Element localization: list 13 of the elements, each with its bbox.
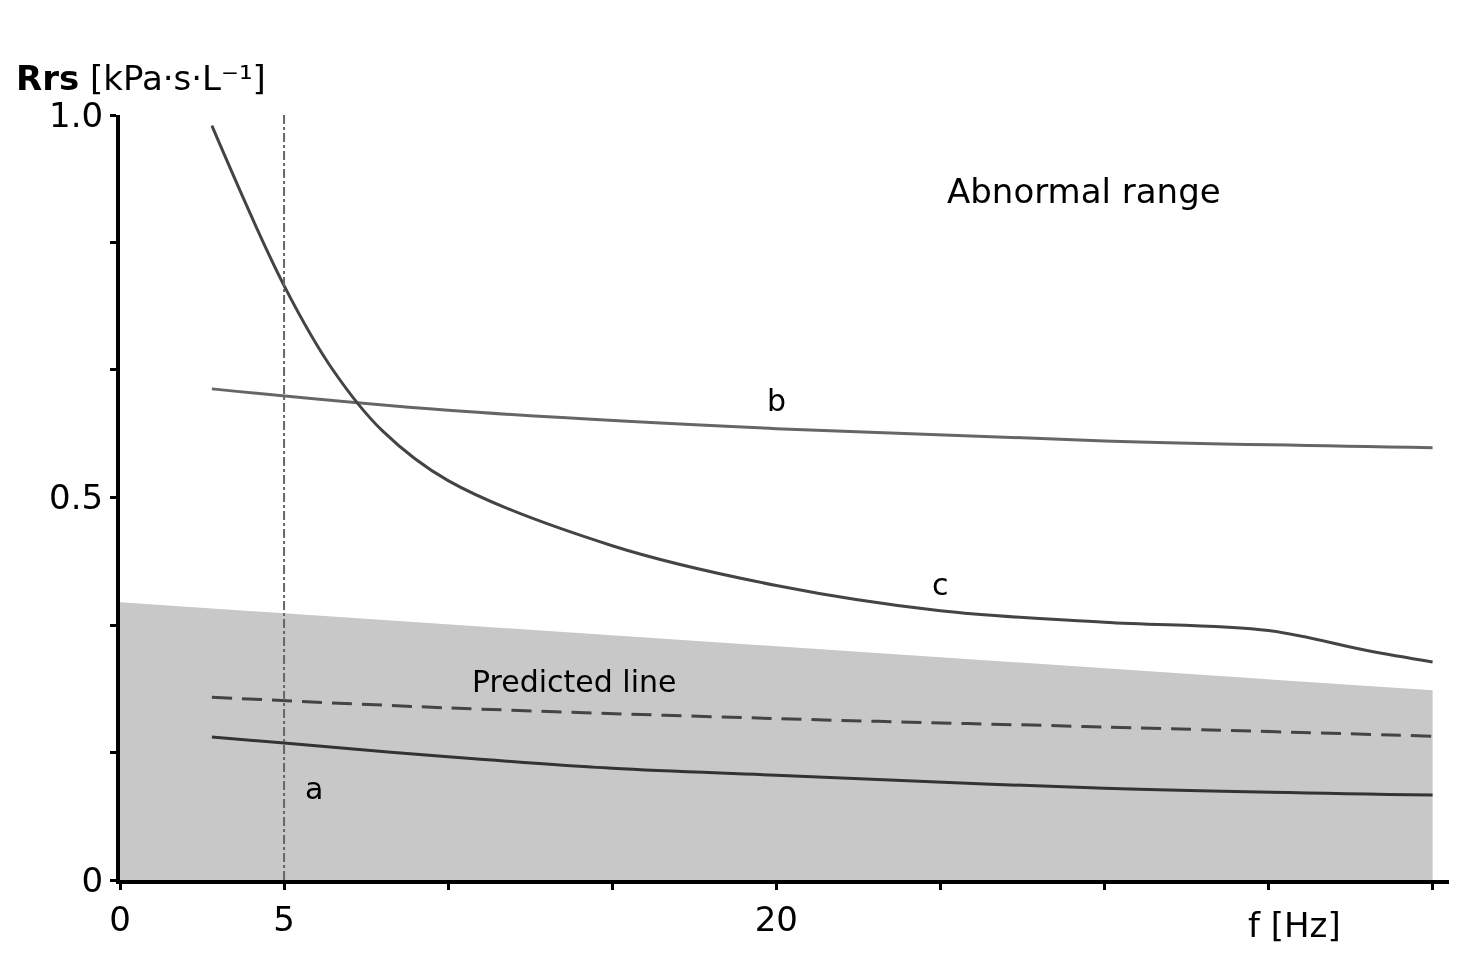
y-tick-label: 0.5 — [49, 477, 104, 518]
series-label: a — [305, 771, 324, 806]
series-label: Predicted line — [472, 664, 677, 699]
x-tick-label: 20 — [754, 898, 798, 939]
x-tick-label: 0 — [109, 898, 131, 939]
y-tick-label: 0 — [81, 859, 104, 900]
annotation: Abnormal range — [947, 171, 1221, 211]
line-series — [210, 735, 1435, 797]
x-axis-title: f [Hz] — [1248, 905, 1341, 945]
series-label: c — [932, 567, 949, 602]
line-series — [210, 124, 1435, 664]
series-label: b — [767, 383, 787, 418]
x-tick-label: 5 — [273, 898, 295, 939]
